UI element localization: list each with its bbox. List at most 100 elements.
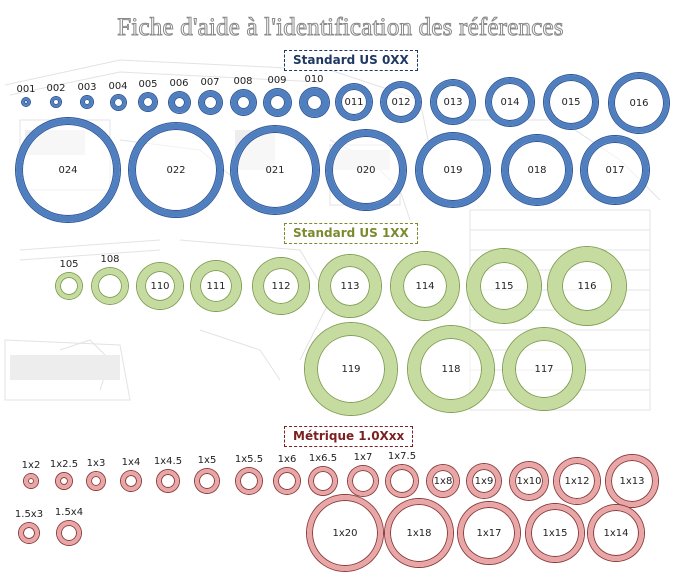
oring-label: 012	[391, 96, 411, 108]
oring-117: 117	[503, 328, 585, 410]
oring-1x5-5	[236, 468, 262, 494]
oring-118: 118	[408, 326, 494, 412]
oring-label: 1x8	[433, 475, 453, 487]
oring-label: 013	[443, 96, 463, 108]
oring-020: 020	[326, 130, 406, 210]
oring-021: 021	[231, 126, 319, 214]
oring-label: 1.5x4	[54, 507, 84, 518]
oring-label: 003	[77, 82, 97, 93]
oring-label: 017	[605, 164, 625, 176]
oring-022: 022	[129, 123, 223, 217]
oring-006	[168, 91, 190, 113]
oring-018: 018	[502, 135, 572, 205]
oring-label: 014	[500, 96, 520, 108]
oring-009	[263, 88, 291, 116]
oring-label: 009	[267, 74, 287, 86]
oring-1x10: 1x10	[510, 462, 548, 500]
oring-label: 016	[629, 97, 649, 109]
oring-label: 112	[271, 280, 291, 292]
oring-label: 1x14	[603, 527, 629, 539]
oring-110: 110	[137, 263, 183, 309]
oring-label: 118	[441, 363, 461, 375]
oring-label: 1x6	[277, 454, 297, 465]
oring-label: 1x15	[542, 527, 568, 539]
oring-label: 1x3	[86, 458, 106, 469]
oring-label: 1x2.5	[49, 459, 79, 470]
oring-label: 1x12	[564, 475, 590, 487]
oring-005	[139, 93, 157, 111]
oring-label: 011	[344, 96, 364, 108]
oring-label: 001	[16, 84, 36, 95]
oring-label: 1.5x3	[14, 509, 44, 520]
oring-label: 1x9	[474, 475, 494, 487]
oring-label: 022	[166, 164, 186, 176]
oring-1x15: 1x15	[526, 504, 584, 562]
oring-label: 1x13	[619, 475, 645, 487]
oring-1x2-5	[56, 473, 72, 489]
oring-1x12: 1x12	[554, 458, 600, 504]
oring-024: 024	[16, 118, 120, 222]
oring-label: 021	[265, 164, 285, 176]
oring-008	[230, 89, 256, 115]
oring-label: 018	[527, 164, 547, 176]
oring-label: 110	[150, 280, 170, 292]
section-label-us-0xx: Standard US 0XX	[284, 50, 418, 71]
oring-label: 108	[100, 254, 120, 265]
oring-1-5x3	[19, 523, 39, 543]
oring-label: 1x17	[476, 527, 502, 539]
oring-label: 116	[577, 280, 597, 292]
oring-label: 105	[59, 259, 79, 270]
oring-105	[56, 273, 82, 299]
oring-label: 020	[356, 164, 376, 176]
page-title: Fiche d'aide à l'identification des réfé…	[117, 14, 564, 42]
oring-label: 1x5.5	[234, 454, 264, 465]
oring-label: 119	[341, 363, 361, 375]
oring-017: 017	[581, 136, 649, 204]
oring-label: 1x4	[121, 457, 141, 468]
oring-016: 016	[609, 73, 669, 133]
oring-label: 004	[108, 80, 128, 92]
oring-1x8: 1x8	[427, 465, 459, 497]
oring-003	[81, 96, 93, 108]
oring-002	[51, 97, 61, 107]
oring-011: 011	[336, 84, 372, 120]
oring-1x3	[87, 472, 105, 490]
oring-label: 1x7.5	[387, 451, 417, 462]
oring-1x9: 1x9	[467, 464, 501, 498]
oring-108	[92, 268, 128, 304]
oring-019: 019	[416, 133, 490, 207]
oring-label: 010	[304, 73, 324, 85]
oring-014: 014	[486, 78, 534, 126]
oring-label: 005	[138, 79, 158, 90]
oring-1x4	[121, 471, 141, 491]
oring-1x14: 1x14	[588, 505, 644, 561]
oring-label: 1x4.5	[153, 456, 183, 467]
oring-1x4-5	[157, 470, 179, 492]
oring-label: 1x5	[197, 455, 217, 466]
oring-112: 112	[253, 258, 309, 314]
oring-015: 015	[544, 75, 598, 129]
oring-007	[198, 90, 222, 114]
oring-119: 119	[305, 323, 397, 415]
oring-1x6-5	[309, 467, 337, 495]
oring-116: 116	[548, 247, 626, 325]
oring-1x20: 1x20	[307, 495, 383, 571]
oring-label: 1x20	[332, 527, 358, 539]
oring-004	[110, 94, 126, 110]
oring-label: 113	[340, 280, 360, 292]
oring-label: 015	[561, 96, 581, 108]
oring-1x18: 1x18	[385, 499, 453, 567]
oring-1x6	[274, 468, 300, 494]
oring-115: 115	[467, 249, 541, 323]
section-label-metric: Métrique 1.0Xxx	[284, 426, 414, 447]
section-label-us-1xx: Standard US 1XX	[284, 223, 418, 244]
oring-label: 115	[494, 280, 514, 292]
oring-label: 024	[58, 164, 78, 176]
oring-label: 008	[233, 75, 253, 87]
oring-001	[22, 98, 30, 106]
oring-label: 117	[534, 363, 554, 375]
oring-label: 006	[169, 77, 189, 89]
oring-label: 002	[46, 83, 66, 94]
oring-1x7	[348, 466, 378, 496]
oring-1x2	[24, 474, 38, 488]
